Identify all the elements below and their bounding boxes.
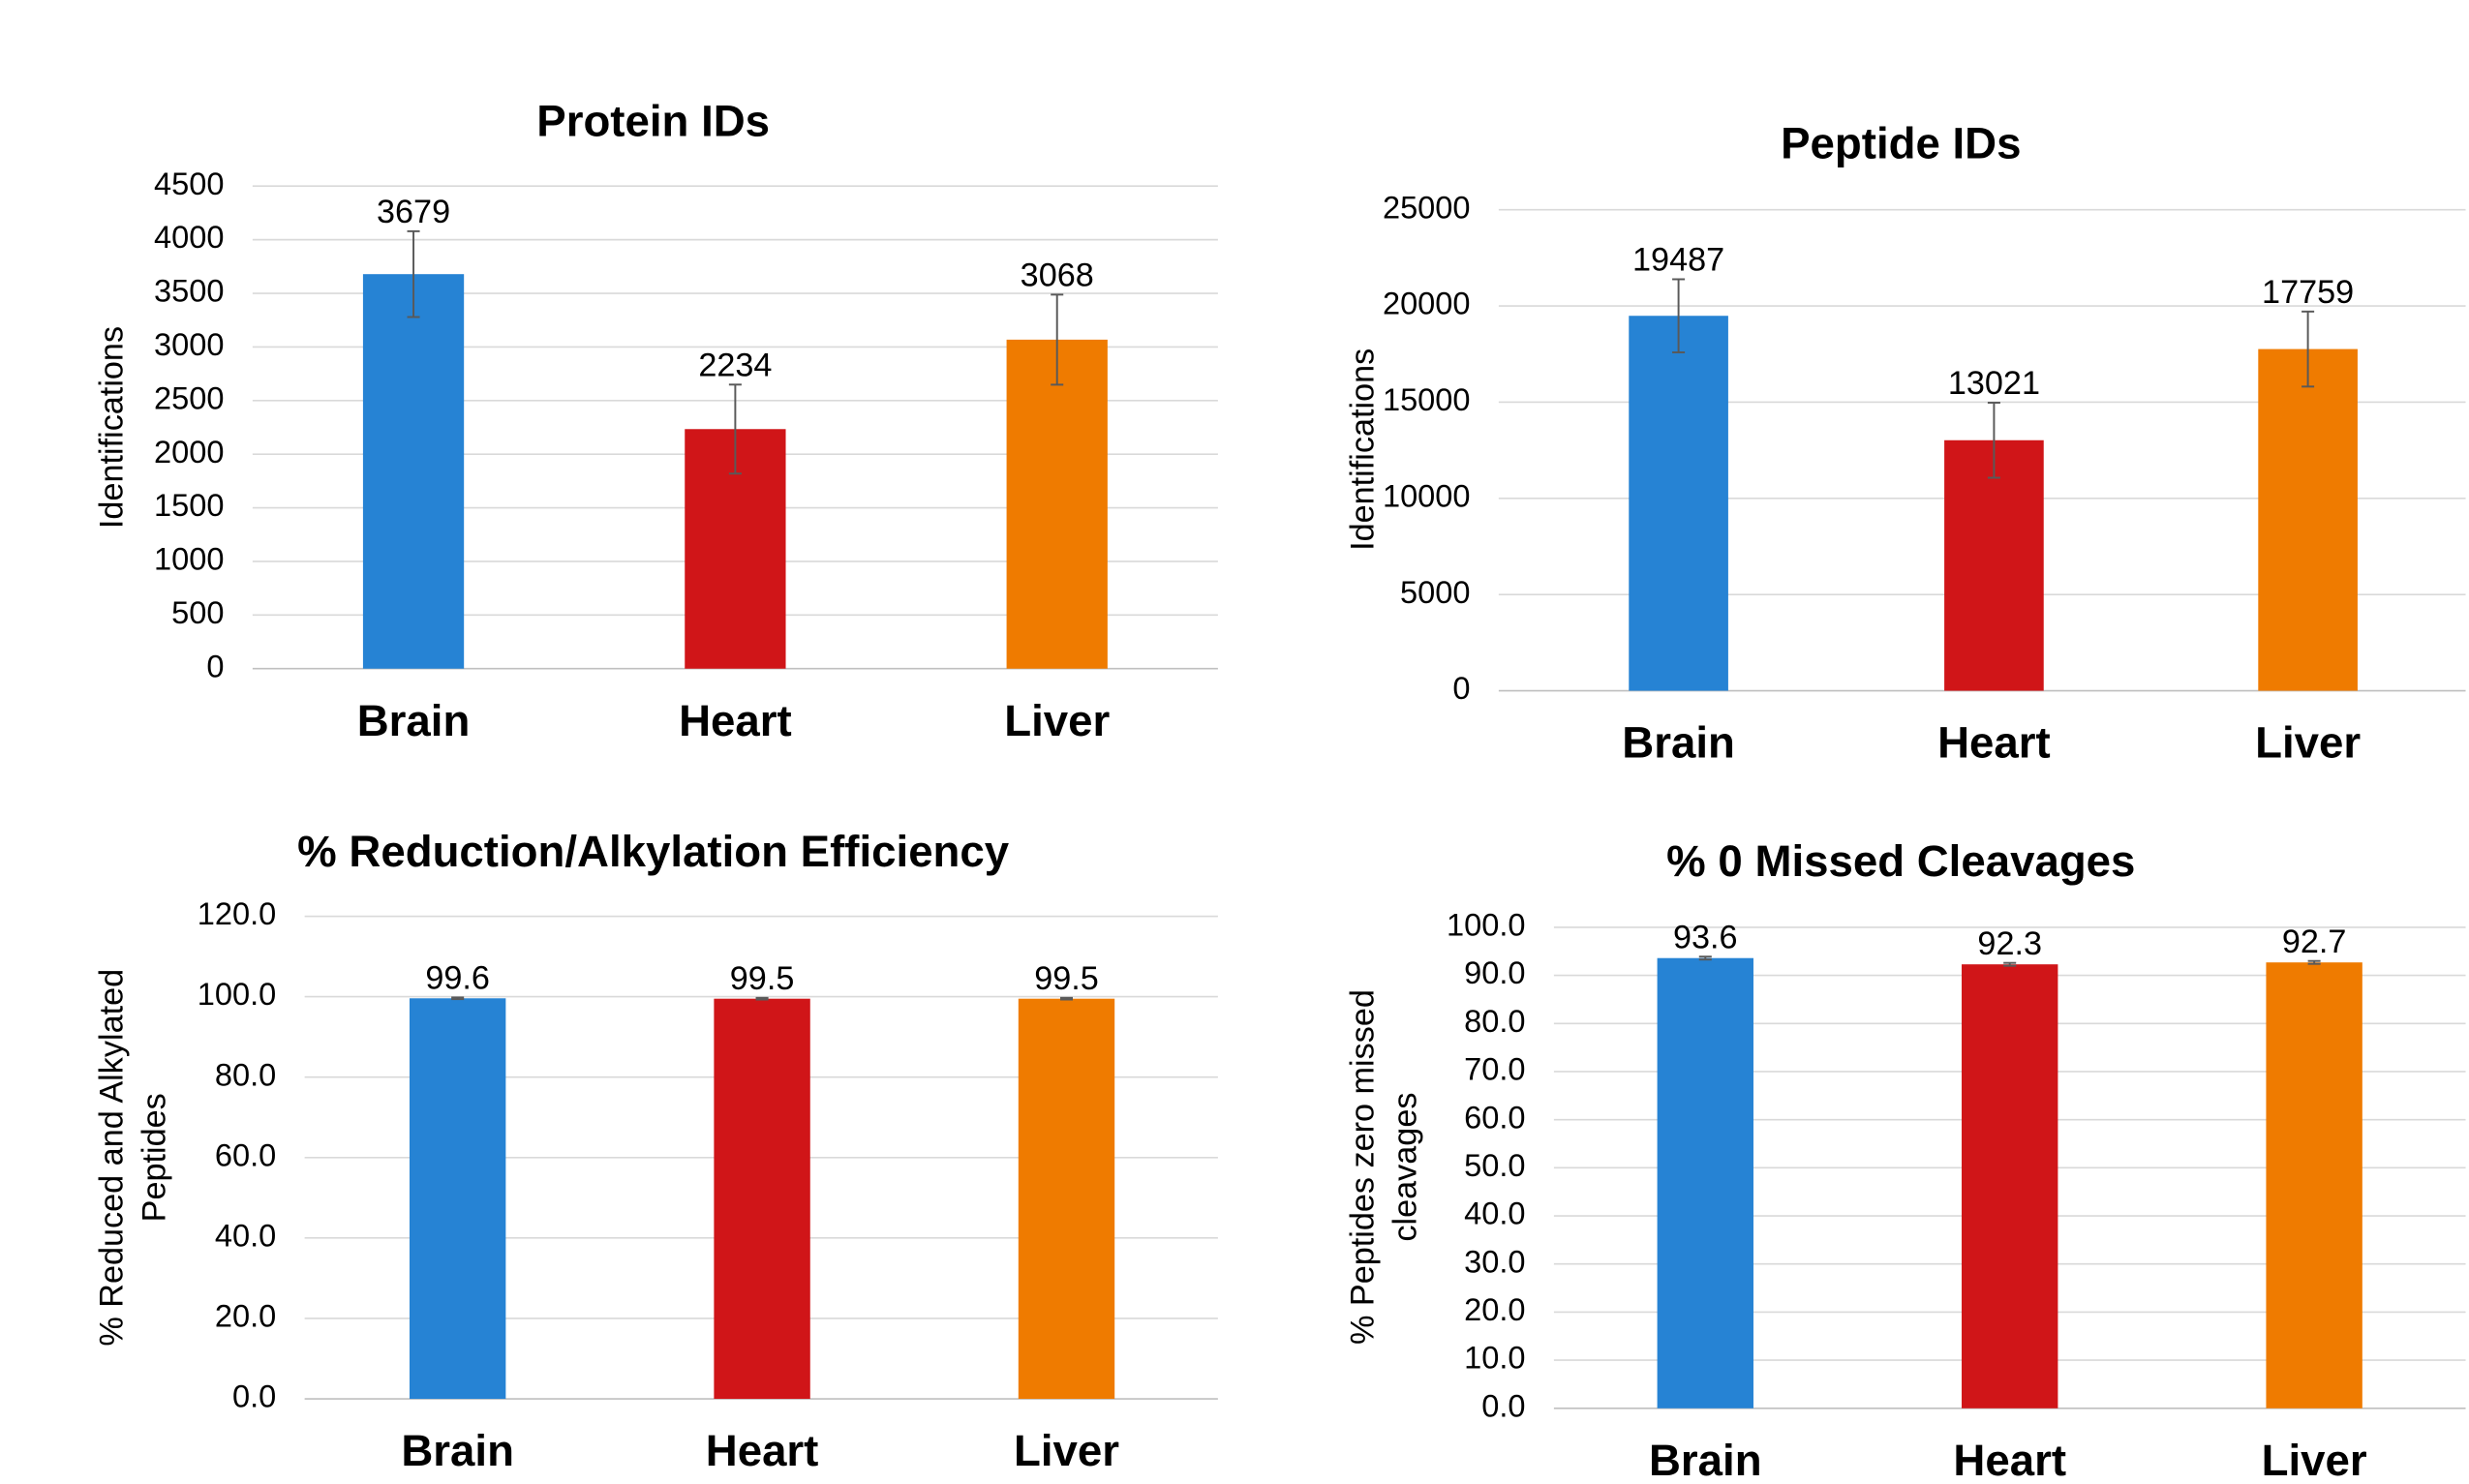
bar [1018,998,1115,1400]
value-label: 2234 [698,347,772,383]
bar [362,274,465,669]
error-bar [1987,402,2000,479]
bar [1006,339,1108,669]
value-label: 13021 [1948,365,2040,402]
y-tick-label: 20000 [1383,287,1471,321]
error-bar [755,996,769,1001]
y-tick-label: 0.0 [232,1379,276,1414]
x-tick-label: Liver [2255,718,2361,768]
y-tick-label: 0.0 [1481,1388,1525,1423]
bar [714,998,810,1400]
y-tick-label: 20.0 [215,1299,276,1334]
x-tick-label: Liver [1004,696,1110,745]
error-bar [2307,959,2321,965]
error-bar [451,996,465,1001]
y-tick-label: 30.0 [1464,1244,1525,1279]
y-tick-label: 10.0 [1464,1341,1525,1376]
x-tick-label: Heart [679,696,792,745]
y-tick-label: 4000 [154,220,224,255]
chart: Peptide IDs Identifications 0 5000 10000 1500… [1344,119,2466,768]
bar [1657,957,1753,1408]
chart: Protein IDs Identifications 0 500 1000 1500 20… [94,97,1218,745]
x-tick-label: Brain [357,696,471,745]
y-tick-label: 80.0 [1464,1004,1525,1039]
value-label: 92.3 [1977,925,2042,962]
y-axis-label: cleavages [1387,1093,1423,1242]
x-tick-label: Brain [1622,718,1735,768]
bar [2258,348,2358,691]
error-bar [2003,961,2017,967]
y-tick-label: 0 [206,649,224,683]
y-tick-label: 1500 [154,488,224,523]
x-tick-label: Brain [401,1426,514,1475]
x-tick-label: Heart [1937,718,2051,768]
y-tick-label: 500 [171,595,224,630]
error-bar [2301,310,2315,388]
chart-title: Peptide IDs [1781,119,2021,168]
y-tick-label: 3500 [154,274,224,309]
y-tick-label: 0 [1452,671,1470,706]
y-tick-label: 100.0 [198,977,277,1012]
x-tick-label: Heart [706,1426,819,1475]
y-tick-label: 25000 [1383,190,1471,225]
bar [1944,439,2044,691]
error-bar [407,229,420,318]
x-tick-label: Liver [1014,1426,1119,1475]
error-bar [1698,955,1712,961]
value-label: 93.6 [1673,919,1738,955]
y-tick-label: 15000 [1383,382,1471,417]
chart-title: % 0 Missed Cleavages [1666,836,2135,886]
value-label: 3068 [1021,257,1094,293]
y-tick-label: 70.0 [1464,1052,1525,1087]
bar [2266,962,2362,1408]
x-tick-label: Brain [1649,1436,1762,1484]
y-tick-label: 40.0 [1464,1196,1525,1231]
y-axis-label: % Reduced and Alkylated [94,969,131,1347]
value-label: 3679 [377,194,450,230]
chart-title: % Reduction/Alkylation Efficiency [297,827,1010,876]
y-tick-label: 20.0 [1464,1292,1525,1327]
y-tick-label: 90.0 [1464,955,1525,990]
y-tick-label: 2000 [154,435,224,469]
y-tick-label: 5000 [1400,575,1470,610]
y-axis-label: Identifications [1344,348,1381,551]
value-label: 99.5 [1034,960,1099,997]
y-tick-label: 50.0 [1464,1148,1525,1183]
bar [1962,964,2058,1408]
y-tick-label: 120.0 [198,896,277,931]
y-axis-label: % Peptides zero missed [1344,989,1381,1345]
chart: % 0 Missed Cleavages % Peptides zero miss… [1344,836,2466,1484]
x-tick-label: Liver [2262,1436,2367,1484]
chart-title: Protein IDs [536,97,770,146]
error-bar [728,383,742,475]
value-label: 99.5 [730,960,795,997]
y-tick-label: 4500 [154,167,224,201]
x-tick-label: Heart [1953,1436,2066,1484]
y-tick-label: 40.0 [215,1218,276,1253]
bar [1629,316,1728,691]
y-tick-label: 3000 [154,327,224,362]
y-axis-label: Peptides [137,1093,173,1222]
y-tick-label: 2500 [154,380,224,415]
y-tick-label: 80.0 [215,1057,276,1092]
value-label: 19487 [1632,242,1724,279]
y-axis-label: Identifications [94,326,131,529]
error-bar [1059,996,1074,1001]
y-tick-label: 1000 [154,542,224,577]
value-label: 99.6 [425,960,490,997]
y-tick-label: 60.0 [1464,1100,1525,1135]
chart: % Reduction/Alkylation Efficiency % Reduc… [94,827,1218,1475]
value-label: 92.7 [2282,924,2347,960]
error-bar [1051,293,1064,386]
y-tick-label: 60.0 [215,1137,276,1172]
y-tick-label: 100.0 [1447,908,1526,943]
value-label: 17759 [2262,274,2354,311]
bar [409,998,506,1400]
y-tick-label: 10000 [1383,478,1471,513]
error-bar [1672,278,1686,353]
